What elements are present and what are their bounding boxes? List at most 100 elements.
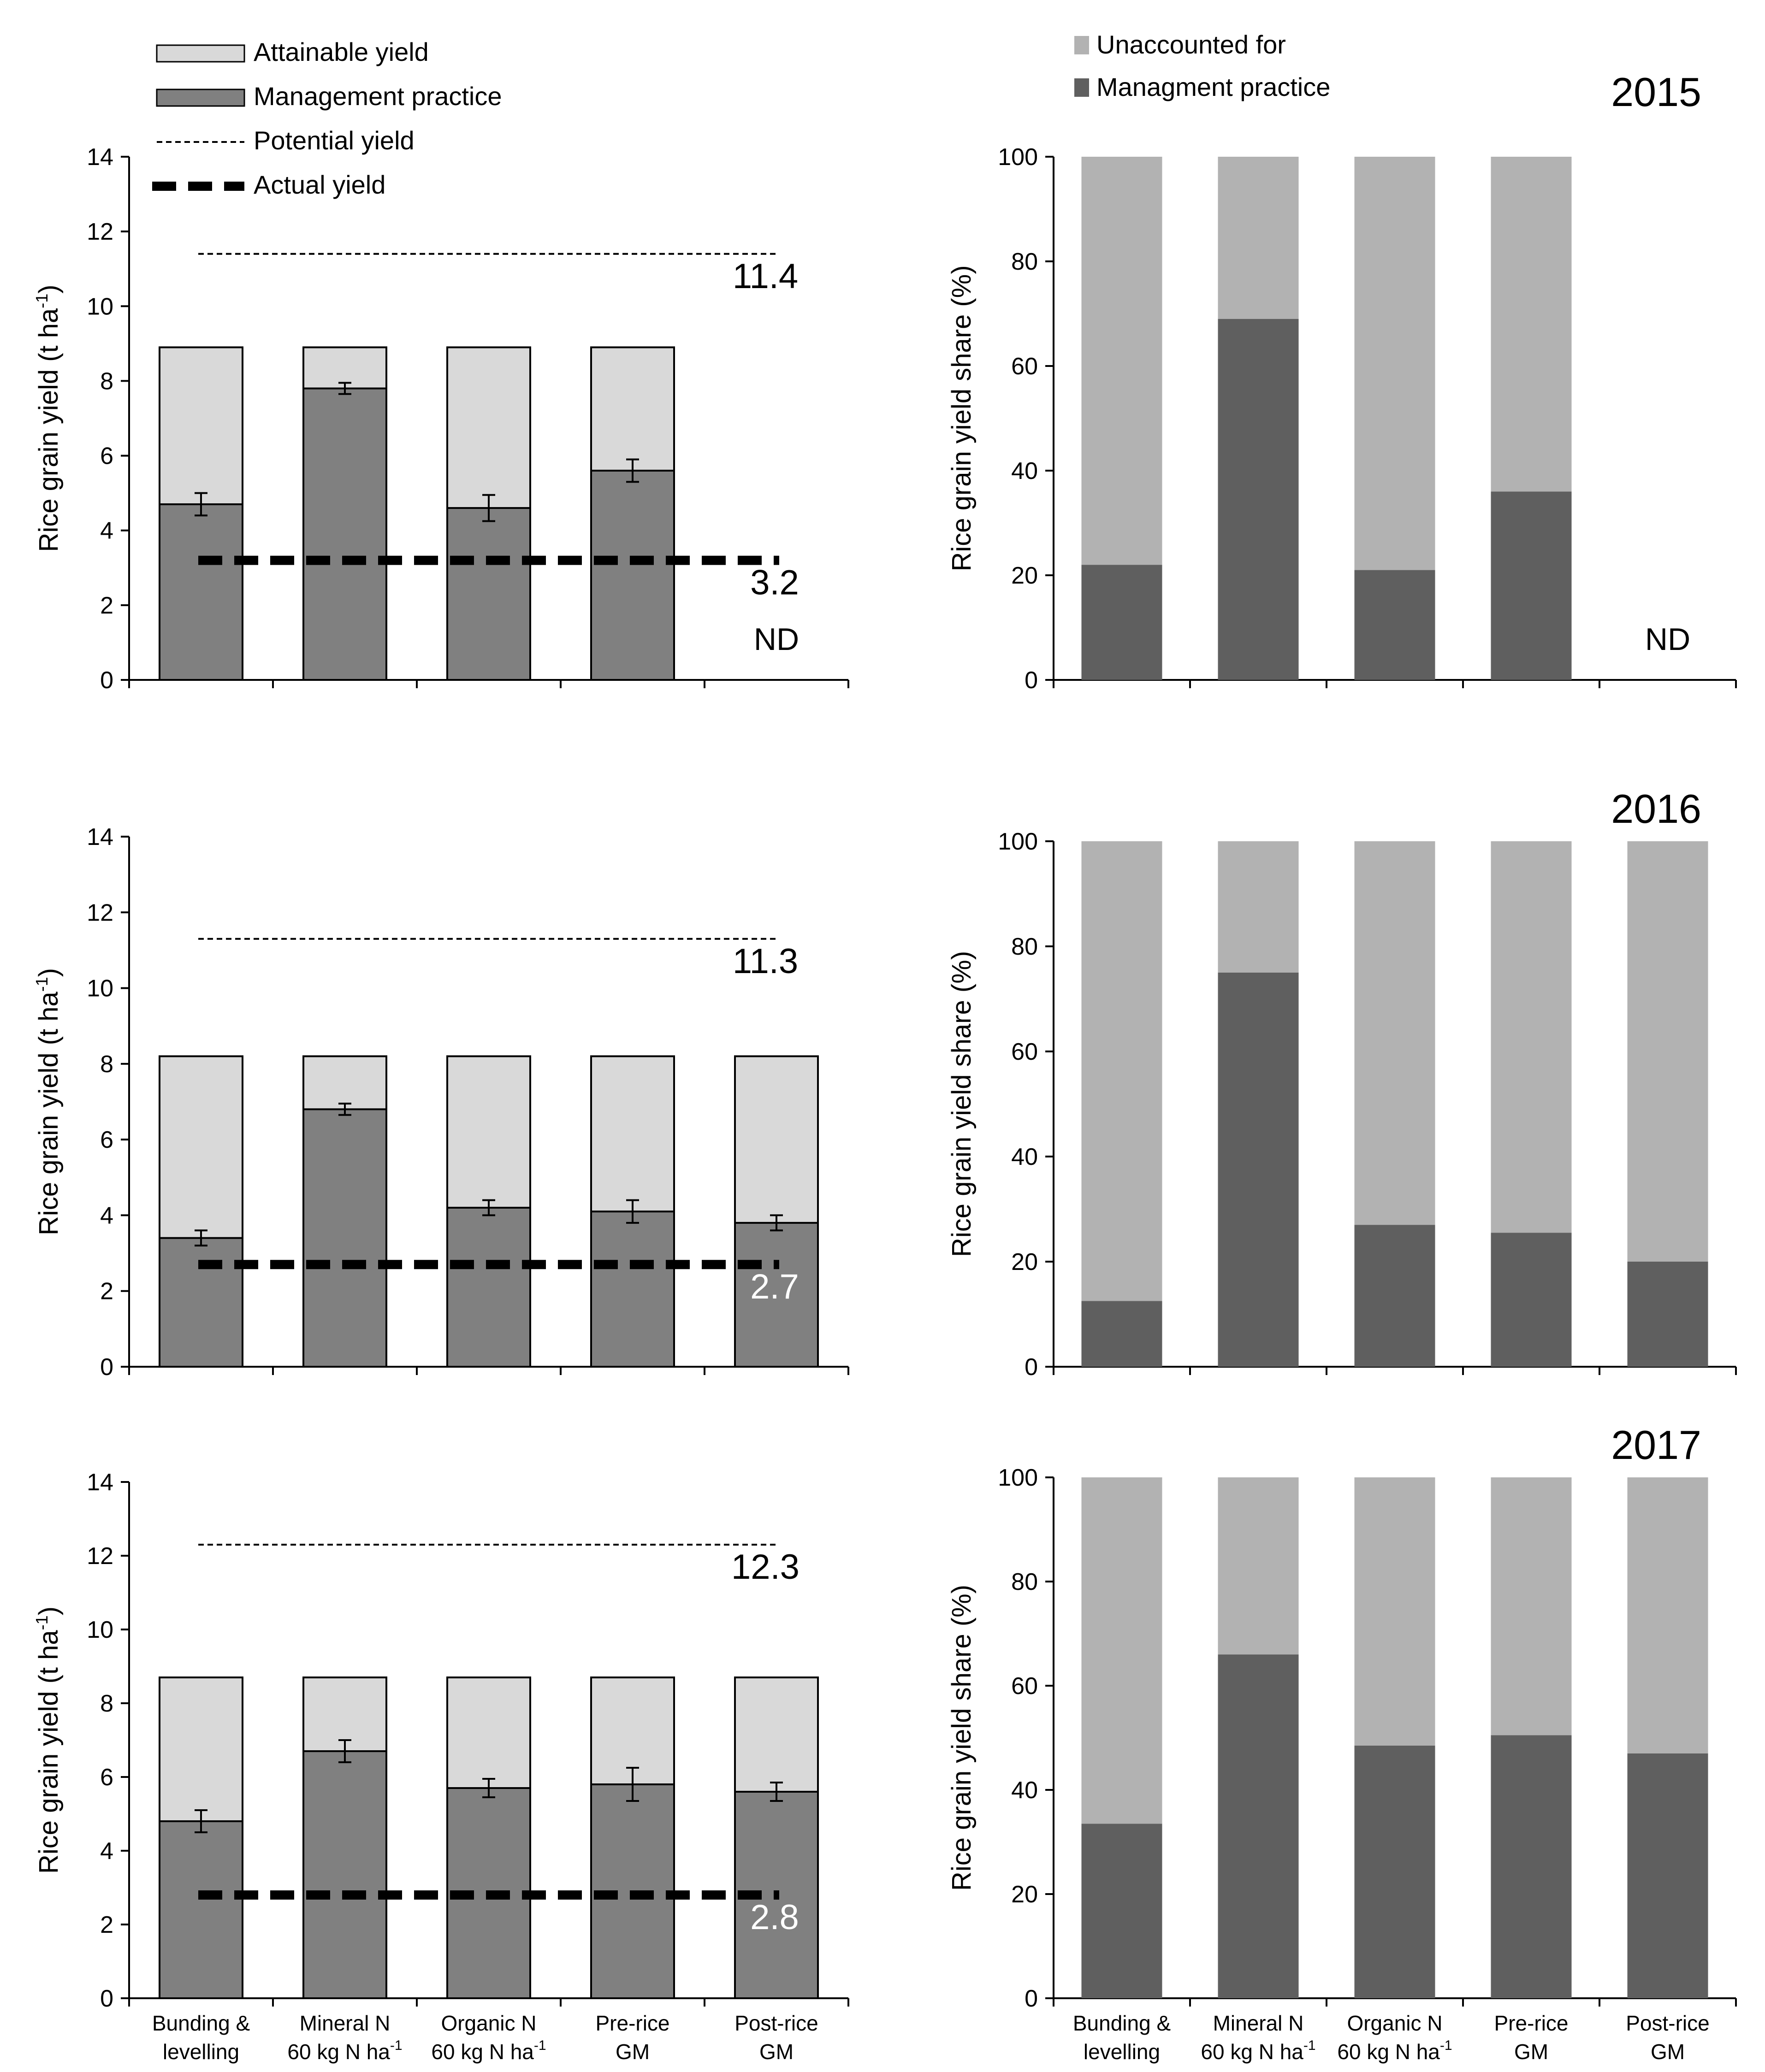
category-label: Organic N <box>1347 2011 1442 2035</box>
y-tick-label: 14 <box>87 824 113 850</box>
management-share-bar <box>1218 1654 1299 1998</box>
y-tick-label: 4 <box>100 518 113 544</box>
management-bar <box>590 470 675 681</box>
y-tick-label: 10 <box>87 1617 113 1643</box>
management-share-bar <box>1354 1745 1435 1998</box>
y-tick-label: 100 <box>998 1464 1038 1491</box>
management-share-bar <box>1081 1301 1162 1367</box>
y-axis-title: Rice grain yield (t ha-1) <box>32 968 64 1235</box>
no-data-label: ND <box>754 622 799 657</box>
y-tick-label: 100 <box>998 828 1038 855</box>
category-label: Post-rice <box>734 2011 818 2035</box>
y-tick-label: 8 <box>100 1690 113 1717</box>
y-tick-label: 20 <box>1011 562 1038 589</box>
management-bar <box>302 1750 387 1999</box>
year-label: 2015 <box>1611 69 1701 115</box>
legend-label-management: Management practice <box>254 82 502 111</box>
category-label-line: GM <box>1651 2040 1685 2064</box>
y-tick-label: 8 <box>100 368 113 395</box>
legend-label-actual: Actual yield <box>254 170 385 199</box>
year-label: 2017 <box>1611 1422 1701 1468</box>
category-label: Bunding & <box>152 2011 250 2035</box>
legend-swatch-attainable <box>156 44 245 63</box>
y-axis-title: Rice grain yield share (%) <box>947 1585 977 1891</box>
category-label: GM <box>1651 2040 1685 2064</box>
unaccounted-bar <box>1218 841 1299 973</box>
y-tick-label: 0 <box>1025 1354 1038 1381</box>
category-label: GM <box>616 2040 650 2064</box>
category-label: GM <box>1514 2040 1548 2064</box>
management-bar <box>302 387 387 681</box>
y-tick-label: 4 <box>100 1838 113 1865</box>
category-label: Pre-rice <box>1494 2011 1568 2035</box>
management-bar <box>446 1207 531 1368</box>
category-label-line: levelling <box>1084 2040 1160 2064</box>
share-chart-2017: 0 20 40 60 80 100 Rice grain yield share (%) 20… <box>947 1422 1737 2064</box>
y-tick-label: 10 <box>87 293 113 320</box>
year-label: 2016 <box>1611 786 1701 832</box>
category-label: Post-rice <box>1626 2011 1709 2035</box>
yield-chart-2017: 0 2 4 6 8 10 12 14 Rice grain yield (t ha-1) 12.3… <box>32 1469 849 2064</box>
management-bar <box>446 507 531 681</box>
unaccounted-bar <box>1218 1477 1299 1655</box>
management-share-bar <box>1081 1824 1162 1998</box>
potential-yield-label: 12.3 <box>731 1547 800 1587</box>
y-tick-label: 6 <box>100 1127 113 1153</box>
y-axis-title: Rice grain yield share (%) <box>947 265 977 571</box>
y-tick-label: 0 <box>100 1985 113 2012</box>
y-tick-label: 80 <box>1011 1569 1038 1595</box>
category-label: levelling <box>163 2040 239 2064</box>
unaccounted-bar <box>1354 157 1435 570</box>
unaccounted-bar <box>1081 841 1162 1301</box>
y-tick-label: 4 <box>100 1202 113 1229</box>
share-chart-2015: 0 20 40 60 80 100 Rice grain yield share (%) ND… <box>947 69 1737 694</box>
y-tick-label: 14 <box>87 144 113 171</box>
y-tick-label: 0 <box>100 667 113 694</box>
y-tick-label: 0 <box>1025 1985 1038 2012</box>
category-label-line: GM <box>1514 2040 1548 2064</box>
category-label-line: 60 kg N ha <box>1337 2040 1440 2064</box>
management-share-bar <box>1354 1225 1435 1367</box>
unaccounted-bar <box>1354 1477 1435 1746</box>
unit-superscript: -1 <box>534 2038 546 2053</box>
y-tick-label: 60 <box>1011 353 1038 380</box>
y-axis-title: Rice grain yield (t ha-1) <box>32 284 64 552</box>
y-tick-label: 60 <box>1011 1673 1038 1700</box>
category-label-line: 60 kg N ha <box>287 2040 390 2064</box>
y-tick-label: 40 <box>1011 1144 1038 1170</box>
management-share-bar <box>1491 1735 1572 1998</box>
yield-chart-2015: 0 2 4 6 8 10 12 14 Rice grain yield (t ha-1) 11.4… <box>32 144 849 694</box>
y-tick-label: 8 <box>100 1051 113 1078</box>
management-bar <box>302 1108 387 1368</box>
y-tick-label: 10 <box>87 975 113 1002</box>
category-label: GM <box>759 2040 794 2064</box>
unaccounted-bar <box>1491 841 1572 1233</box>
y-axis-title: Rice grain yield (t ha-1) <box>32 1606 64 1874</box>
y-tick-label: 12 <box>87 899 113 926</box>
y-tick-label: 40 <box>1011 458 1038 484</box>
unaccounted-bar <box>1627 1477 1708 1753</box>
legend-swatch-management <box>1074 78 1089 97</box>
management-share-bar <box>1354 570 1435 680</box>
management-share-bar <box>1491 491 1572 680</box>
category-label: 60 kg N ha-1 <box>431 2038 546 2064</box>
unit-superscript: -1 <box>1440 2038 1452 2053</box>
y-tick-label: 12 <box>87 1543 113 1570</box>
legend-swatch-management <box>156 89 245 107</box>
legend-label-attainable: Attainable yield <box>254 37 429 66</box>
y-tick-label: 100 <box>998 144 1038 171</box>
management-bar <box>159 1820 243 1999</box>
y-tick-label: 2 <box>100 1912 113 1938</box>
unit-superscript: -1 <box>390 2038 403 2053</box>
y-tick-label: 0 <box>100 1354 113 1381</box>
legend-label-management: Managment practice <box>1096 72 1330 101</box>
category-label: 60 kg N ha-1 <box>1201 2038 1315 2064</box>
yield-chart-2016: 0 2 4 6 8 10 12 14 Rice grain yield (t ha-1) 11.3… <box>32 824 849 1381</box>
category-label: 60 kg N ha-1 <box>1337 2038 1452 2064</box>
unaccounted-bar <box>1627 841 1708 1262</box>
y-axis-title: Rice grain yield share (%) <box>947 951 977 1257</box>
actual-yield-label: 2.8 <box>750 1898 799 1937</box>
management-share-bar <box>1627 1262 1708 1367</box>
management-bar <box>734 1222 819 1368</box>
